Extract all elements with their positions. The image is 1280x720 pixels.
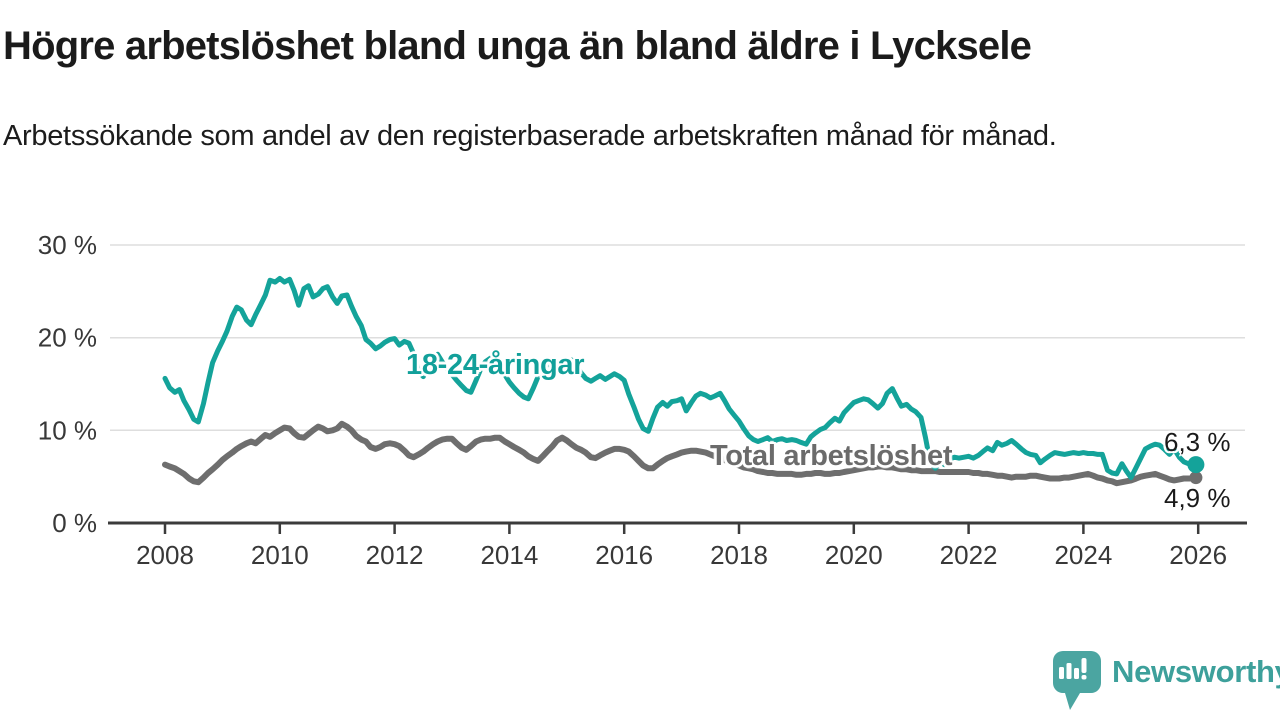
y-tick-label-30: 30 % bbox=[38, 230, 97, 260]
series-line-total bbox=[162, 420, 1199, 487]
newsworthy-bubble-icon bbox=[1053, 651, 1101, 710]
end-dot-total bbox=[1189, 471, 1203, 485]
end-value-label-total: 4,9 % bbox=[1164, 483, 1231, 513]
series-line-young bbox=[162, 275, 1199, 481]
newsworthy-logo-text: Newsworthy bbox=[1112, 654, 1280, 689]
x-tick-label-2008: 2008 bbox=[136, 540, 194, 570]
x-tick-label-2020: 2020 bbox=[825, 540, 883, 570]
x-tick-label-2018: 2018 bbox=[710, 540, 768, 570]
y-tick-label-0: 0 % bbox=[52, 508, 97, 538]
newsworthy-logo: Newsworthy bbox=[1050, 648, 1280, 712]
x-tick-label-2014: 2014 bbox=[480, 540, 538, 570]
x-tick-label-2016: 2016 bbox=[595, 540, 653, 570]
page-subtitle: Arbetssökande som andel av den registerb… bbox=[3, 120, 1057, 152]
y-tick-label-10: 10 % bbox=[38, 415, 97, 445]
x-tick-label-2012: 2012 bbox=[366, 540, 424, 570]
series-label-young: 18-24-åringar bbox=[406, 349, 585, 381]
y-tick-label-20: 20 % bbox=[38, 323, 97, 353]
x-tick-label-2024: 2024 bbox=[1054, 540, 1112, 570]
series-label-total: Total arbetslöshet bbox=[710, 440, 953, 472]
end-dot-young bbox=[1187, 456, 1205, 474]
x-tick-label-2022: 2022 bbox=[940, 540, 998, 570]
x-tick-label-2026: 2026 bbox=[1169, 540, 1227, 570]
end-value-label-young: 6,3 % bbox=[1164, 427, 1231, 457]
x-tick-label-2010: 2010 bbox=[251, 540, 309, 570]
page-title: Högre arbetslöshet bland unga än bland ä… bbox=[3, 24, 1032, 68]
